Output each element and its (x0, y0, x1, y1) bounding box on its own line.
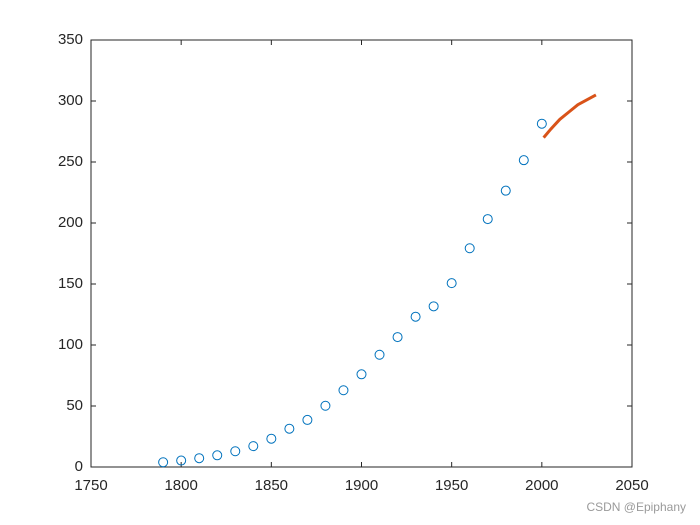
x-tick-label: 1750 (74, 477, 107, 494)
y-tick-label: 0 (75, 458, 83, 475)
y-tick-label: 300 (58, 92, 83, 109)
data-point (410, 311, 421, 322)
data-point (212, 450, 223, 461)
data-point (320, 400, 331, 411)
fit-line (542, 93, 597, 139)
data-point (158, 457, 169, 468)
data-point (392, 332, 403, 343)
data-point (536, 118, 547, 129)
x-tick-label: 1900 (345, 477, 378, 494)
data-point (428, 301, 439, 312)
data-point (284, 423, 295, 434)
x-tick-label: 1950 (435, 477, 468, 494)
y-tick-label: 350 (58, 31, 83, 48)
data-point (356, 369, 367, 380)
data-point (446, 278, 457, 289)
data-point (176, 455, 187, 466)
y-tick-label: 100 (58, 336, 83, 353)
data-point (374, 349, 385, 360)
y-tick-label: 50 (66, 397, 83, 414)
watermark: CSDN @Epiphany (586, 500, 686, 514)
data-point (266, 433, 277, 444)
y-tick-label: 150 (58, 275, 83, 292)
y-tick-label: 250 (58, 153, 83, 170)
axes-box (90, 39, 633, 468)
data-point (464, 243, 475, 254)
x-tick-label: 1800 (164, 477, 197, 494)
x-tick-label: 2050 (615, 477, 648, 494)
data-point (482, 214, 493, 225)
data-point (302, 414, 313, 425)
data-point (338, 385, 349, 396)
data-point (230, 446, 241, 457)
x-tick-label: 1850 (255, 477, 288, 494)
y-tick-label: 200 (58, 214, 83, 231)
x-tick-label: 2000 (525, 477, 558, 494)
data-point (194, 453, 205, 464)
data-point (248, 441, 259, 452)
data-point (500, 185, 511, 196)
data-point (518, 155, 529, 166)
